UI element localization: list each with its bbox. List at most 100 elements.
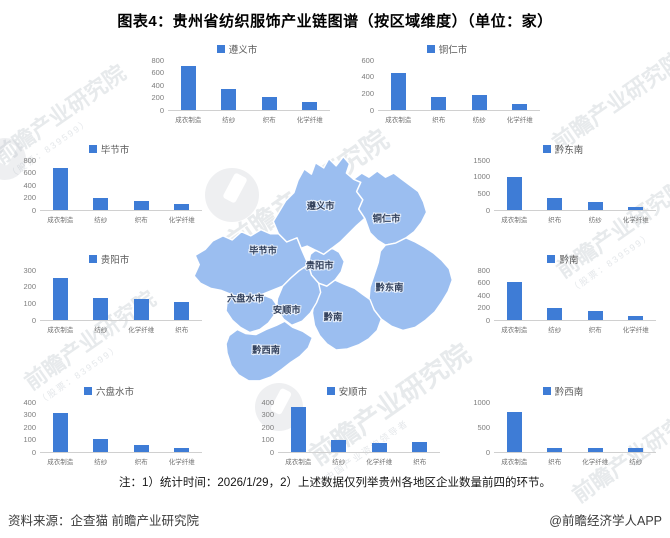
x-axis-label: 成衣制造	[47, 459, 74, 466]
bar-纺纱	[471, 95, 487, 110]
y-axis-tick: 500	[477, 188, 490, 198]
x-axis-label: 织布	[134, 459, 148, 466]
x-axis-label: 成衣制造	[285, 459, 312, 466]
page-title: 图表4：贵州省纺织服饰产业链图谱（按区域维度）（单位：家）	[117, 13, 553, 30]
y-axis-tick: 400	[361, 72, 374, 82]
bar-织布	[261, 96, 277, 110]
source-text: 资料来源：企查猫 前瞻产业研究院	[8, 514, 199, 528]
legend-marker-icon	[88, 144, 97, 153]
chart-legend: 六盘水市	[8, 384, 210, 398]
plot-area	[40, 160, 202, 211]
legend-marker-icon	[426, 44, 435, 53]
plot-area	[494, 402, 656, 453]
x-axis-label: 纺纱	[472, 117, 486, 124]
y-axis-tick: 300	[261, 410, 274, 419]
legend-marker-icon	[88, 254, 97, 263]
map-label-qianxinan: 黔西南	[252, 344, 280, 355]
bar-化学纤维	[174, 204, 190, 210]
legend-label: 黔南	[559, 254, 579, 266]
plot-area	[168, 60, 330, 111]
legend-marker-icon	[83, 386, 92, 395]
bar-织布	[547, 197, 563, 210]
map-region-liupanshui	[225, 293, 279, 334]
bar-chart-遵义市: 遵义市 800 600 400 200 0 成衣制造 纺纱 织布 化学纤维	[136, 42, 338, 130]
y-axis-tick: 800	[151, 55, 164, 65]
x-axis-label: 织布	[134, 217, 148, 224]
y-axis-tick: 400	[151, 80, 164, 90]
legend-marker-icon	[542, 386, 551, 395]
chart-legend: 安顺市	[246, 384, 448, 398]
x-axis-label: 成衣制造	[501, 327, 528, 334]
legend-marker-icon	[216, 44, 225, 53]
x-axis-label: 织布	[432, 117, 446, 124]
x-axis-label: 化学纤维	[128, 327, 155, 334]
x-axis-label: 化学纤维	[168, 459, 195, 466]
bar-织布	[133, 445, 149, 452]
map-label-zunyi: 遵义市	[307, 200, 335, 211]
y-axis-tick: 500	[477, 422, 490, 432]
bar-织布	[412, 442, 428, 452]
map-region-anshun	[275, 263, 322, 327]
x-axis-label: 纺纱	[629, 459, 643, 466]
x-axis-label: 织布	[262, 117, 276, 124]
bar-chart-铜仁市: 铜仁市 600 400 200 0 成衣制造 织布 纺纱 化学纤维	[346, 42, 548, 130]
bar-织布	[587, 310, 603, 320]
bar-成衣制造	[52, 277, 68, 320]
legend-marker-icon	[542, 144, 551, 153]
x-axis-label: 纺纱	[222, 117, 236, 124]
x-axis-label: 化学纤维	[582, 459, 609, 466]
y-axis-tick: 400	[477, 290, 490, 300]
y-axis-tick: 100	[23, 435, 36, 444]
x-axis-label: 织布	[548, 459, 562, 466]
y-axis-tick: 300	[23, 410, 36, 419]
bar-纺纱	[331, 439, 347, 452]
legend-label: 遵义市	[228, 44, 258, 56]
x-axis-label: 化学纤维	[168, 217, 195, 224]
map-region-tongren	[352, 170, 428, 246]
y-axis-tick: 200	[23, 282, 36, 292]
bar-chart-毕节市: 毕节市 800 600 400 200 0 成衣制造 纺纱 织布 化学纤维	[8, 142, 210, 230]
legend-label: 六盘水市	[95, 386, 134, 398]
x-axis-label: 成衣制造	[47, 327, 74, 334]
bar-chart-黔西南: 黔西南 1000 500 0 成衣制造 织布 化学纤维 纺纱	[462, 384, 664, 472]
y-axis-tick: 200	[477, 303, 490, 312]
y-axis-tick: 0	[31, 315, 36, 325]
bar-chart-六盘水市: 六盘水市 400 300 200 100 0 成衣制造 纺纱 织布 化学纤维	[8, 384, 210, 472]
chart-legend: 铜仁市	[346, 42, 548, 56]
bar-成衣制造	[180, 65, 196, 110]
bar-成衣制造	[506, 176, 522, 210]
x-axis-label: 纺纱	[548, 327, 562, 334]
bar-纺纱	[547, 308, 563, 320]
bar-纺纱	[628, 447, 644, 452]
chart-legend: 贵阳市	[8, 252, 210, 266]
plot-area	[494, 160, 656, 211]
y-axis-tick: 1000	[473, 397, 490, 407]
bar-纺纱	[93, 298, 109, 320]
y-axis-tick: 400	[261, 397, 274, 407]
bar-成衣制造	[52, 168, 68, 210]
y-axis-tick: 400	[23, 397, 36, 407]
y-axis-tick: 0	[485, 447, 490, 457]
x-axis-label: 纺纱	[94, 217, 108, 224]
y-axis-tick: 0	[31, 205, 36, 215]
bar-化学纤维	[587, 447, 603, 452]
x-axis-label: 化学纤维	[622, 217, 649, 224]
guizhou-map: 遵义市 铜仁市 毕节市 贵阳市 黔东南 六盘水市 安顺市 黔南 黔西南	[193, 155, 454, 382]
x-axis-label: 化学纤维	[506, 117, 533, 124]
bar-织布	[133, 200, 149, 210]
legend-marker-icon	[547, 254, 556, 263]
chart-legend: 毕节市	[8, 142, 210, 156]
bar-织布	[174, 301, 190, 320]
bar-织布	[431, 97, 447, 110]
bar-化学纤维	[133, 299, 149, 320]
watermark-text: 前瞻产业研究院	[547, 46, 670, 156]
x-axis-label: 成衣制造	[385, 117, 412, 124]
plot-area	[378, 60, 540, 111]
map-label-guiyang: 贵阳市	[306, 260, 334, 271]
plot-area	[40, 270, 202, 321]
x-axis-label: 纺纱	[94, 327, 108, 334]
x-axis-label: 织布	[588, 327, 602, 334]
y-axis-tick: 600	[23, 168, 36, 177]
y-axis-tick: 300	[23, 265, 36, 275]
